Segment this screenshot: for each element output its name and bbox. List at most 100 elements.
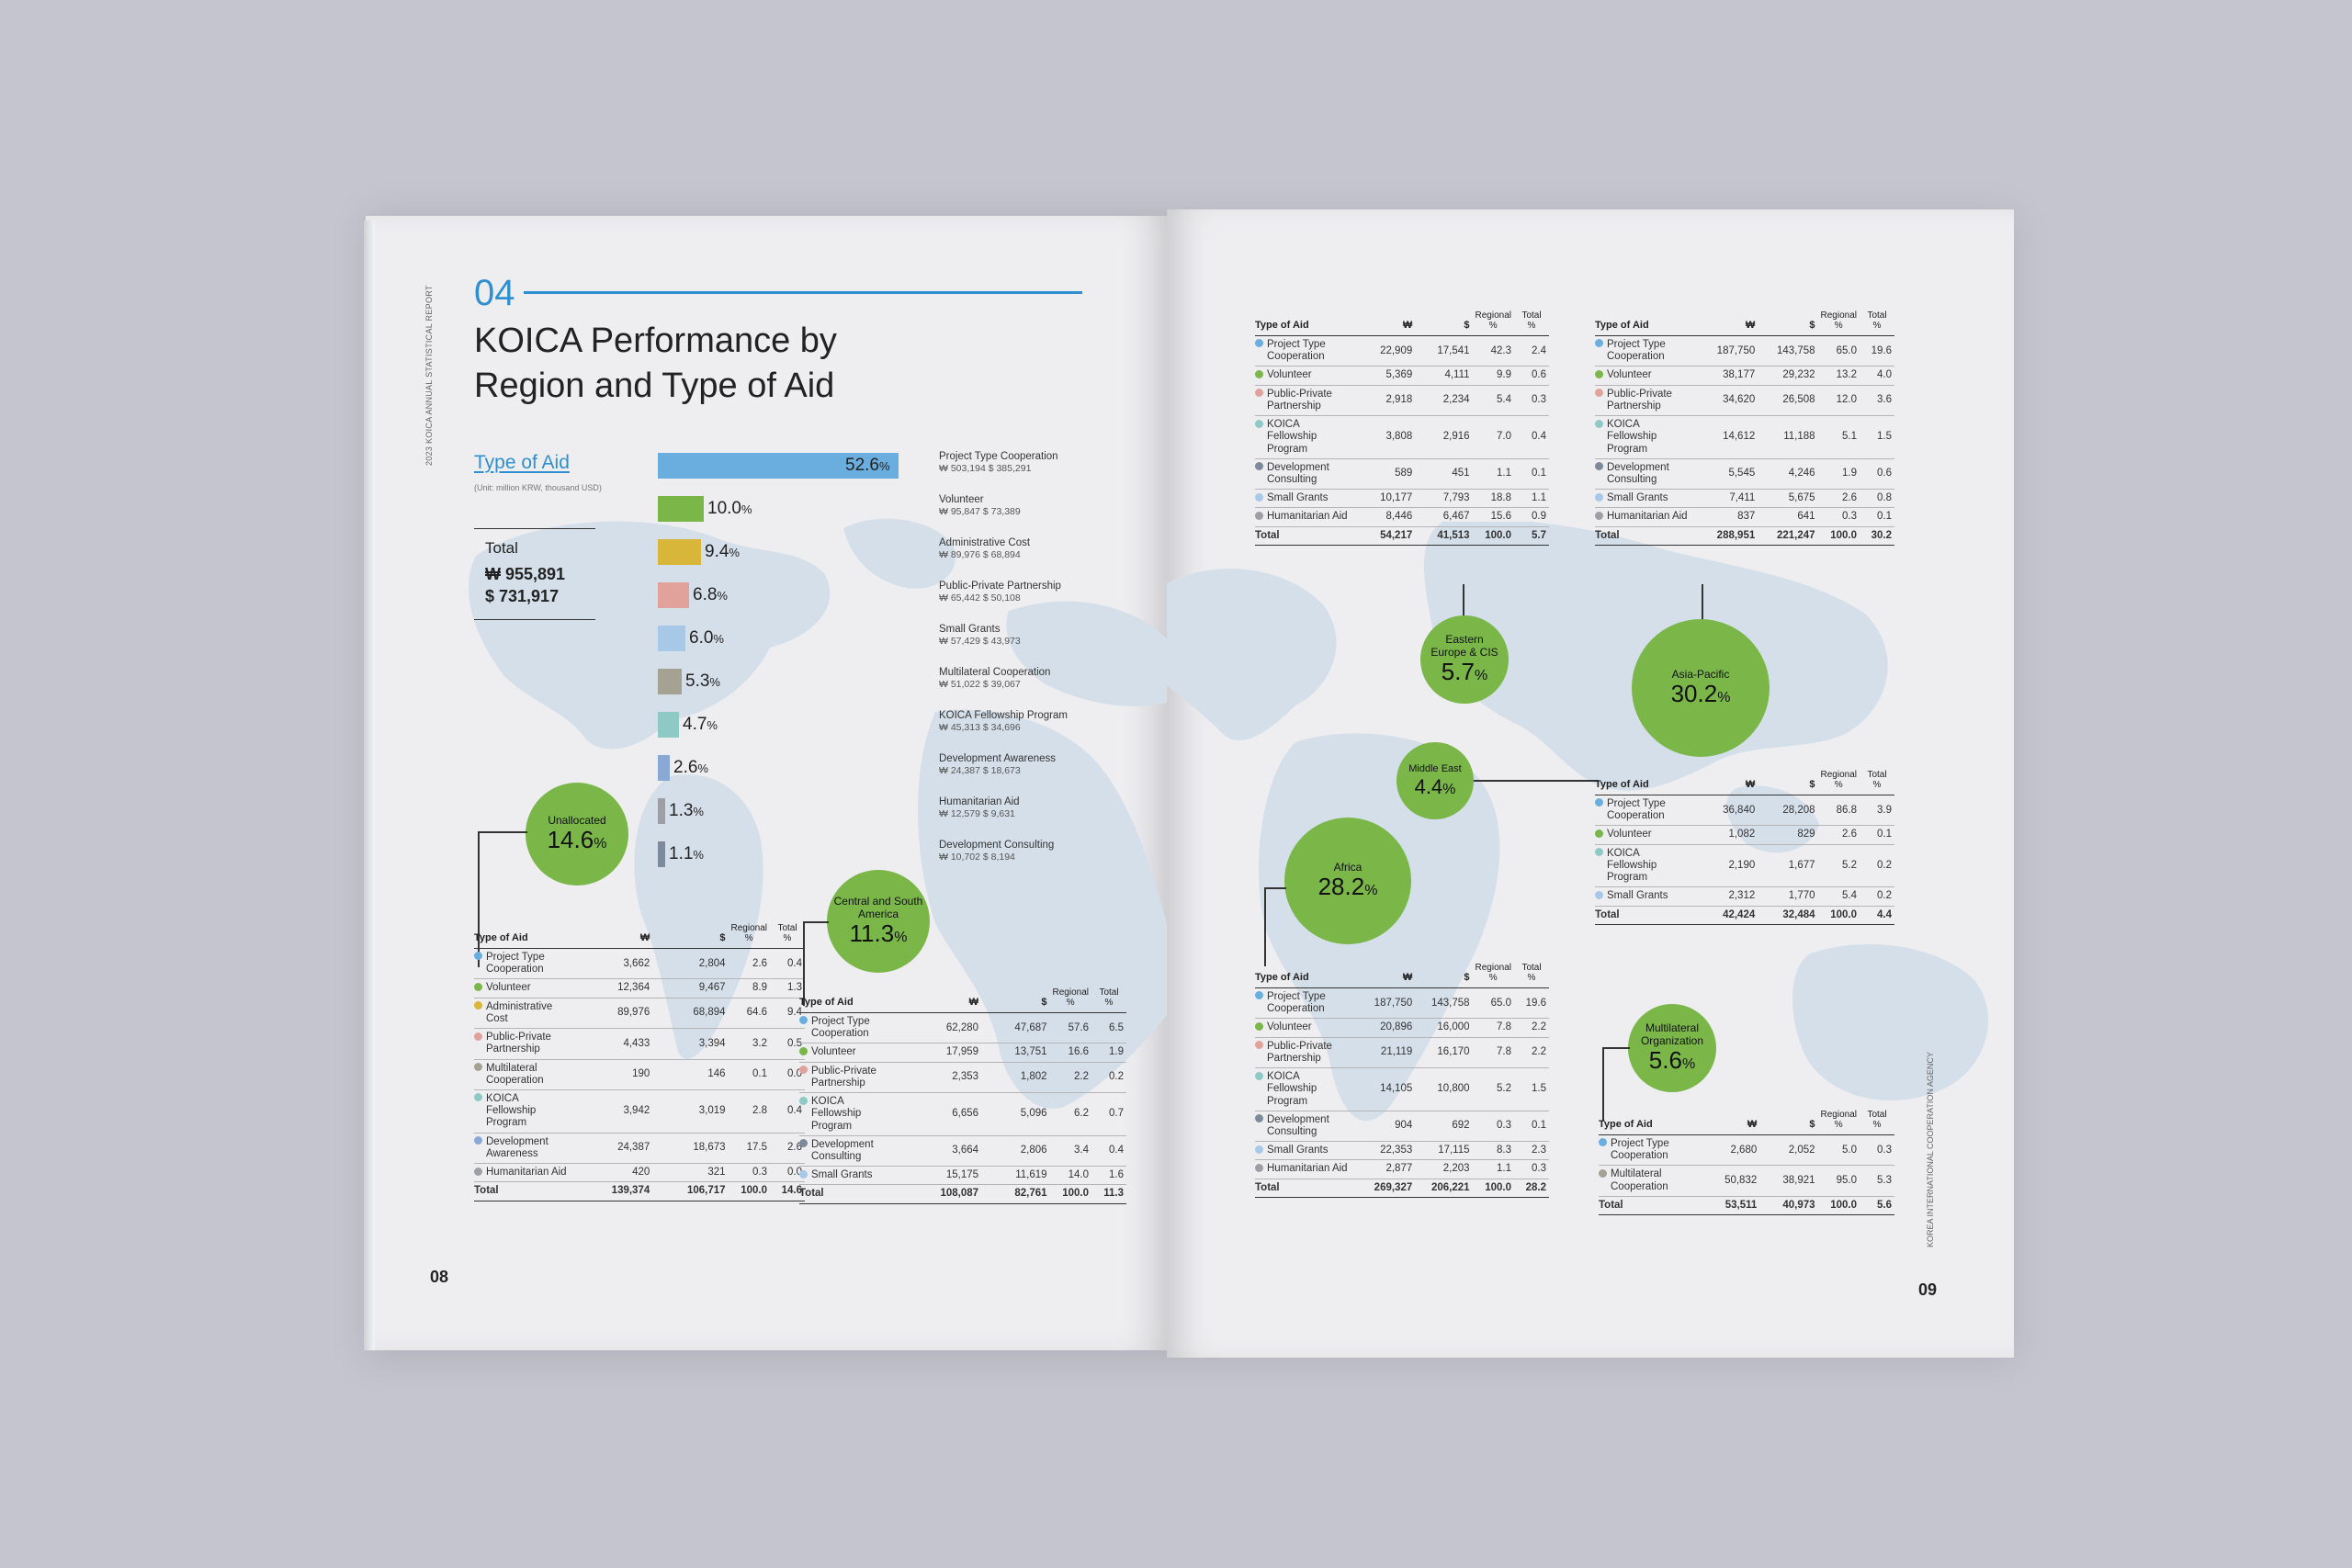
total-regional: 100.0 — [1817, 526, 1860, 546]
row-total: 0.9 — [1514, 507, 1549, 527]
legend-amount: ₩ 24,387 $ 18,673 — [939, 765, 1021, 776]
row-label: Small Grants — [1267, 1145, 1329, 1156]
total-regional: 100.0 — [1049, 1184, 1091, 1204]
row-regional: 3.4 — [1049, 1135, 1091, 1168]
row-color-dot — [474, 982, 482, 991]
row-color-dot — [1255, 369, 1263, 378]
legend-name: Small Grants — [939, 624, 1001, 635]
row-color-dot — [799, 1066, 808, 1075]
region-bubble-unalloc: Unallocated 14.6% — [526, 783, 628, 886]
type-of-aid-bar-chart: 52.6% Project Type Cooperation ₩ 503,194 $… — [366, 216, 1167, 877]
row-regional: 8.3 — [1472, 1141, 1514, 1161]
row-regional: 18.8 — [1472, 489, 1514, 509]
table-row: Public-Private Partnership 4,433 3,394 3.2 0… — [474, 1028, 805, 1060]
legend-item: Public-Private Partnership ₩ 65,442 $ 50,… — [939, 581, 1141, 604]
table-row: Project Type Cooperation 3,662 2,804 2.6 0.4 — [474, 948, 805, 980]
table-header-type: Type of Aid — [474, 923, 577, 949]
table-header-total: Total % — [1514, 963, 1549, 988]
table-row: Small Grants 10,177 7,793 18.8 1.1 — [1255, 489, 1549, 509]
row-krw: 904 — [1358, 1111, 1416, 1143]
table-row: Project Type Cooperation 187,750 143,758 65… — [1255, 987, 1549, 1020]
legend-name: Development Consulting — [939, 840, 1055, 851]
table-row: Small Grants 7,411 5,675 2.6 0.8 — [1595, 489, 1894, 509]
region-share: 5.6% — [1648, 1046, 1695, 1075]
region-bubble-csa: Central and South America 11.3% — [827, 870, 930, 973]
row-total: 0.1 — [1514, 458, 1549, 491]
bar-1 — [658, 453, 899, 479]
row-usd: 692 — [1415, 1111, 1473, 1143]
row-color-dot — [1255, 511, 1263, 520]
row-label: Volunteer — [1607, 369, 1652, 381]
region-name: Africa — [1333, 860, 1363, 874]
table-row: Public-Private Partnership 34,620 26,508 12… — [1595, 385, 1894, 417]
row-total: 0.2 — [1091, 1062, 1126, 1094]
table-header-krw: ₩ — [1698, 770, 1758, 795]
legend-item: Humanitarian Aid ₩ 12,579 $ 9,631 — [939, 796, 1141, 819]
row-usd: 143,758 — [1758, 335, 1818, 367]
table-total-row: Total 269,327 206,221 100.0 28.2 — [1255, 1179, 1549, 1198]
legend-name: Multilateral Cooperation — [939, 667, 1051, 678]
bar-value-number: 10.0 — [707, 499, 741, 518]
total-total: 11.3 — [1091, 1184, 1126, 1204]
row-krw: 3,664 — [902, 1135, 982, 1168]
row-usd: 641 — [1758, 507, 1818, 527]
row-regional: 12.0 — [1817, 385, 1860, 417]
row-krw: 50,832 — [1702, 1165, 1760, 1197]
row-krw: 2,190 — [1698, 844, 1758, 888]
row-usd: 4,246 — [1758, 458, 1818, 491]
row-total: 3.6 — [1860, 385, 1894, 417]
table-row: Multilateral Cooperation 190 146 0.1 0.0 — [474, 1059, 805, 1090]
total-regional: 100.0 — [1472, 1179, 1514, 1198]
row-krw: 190 — [577, 1059, 653, 1090]
bar-value-number: 6.8 — [693, 585, 718, 604]
table-row: Administrative Cost 89,976 68,894 64.6 9.4 — [474, 998, 805, 1030]
row-label-cell: Humanitarian Aid — [1595, 507, 1698, 527]
connector-line — [1702, 584, 1703, 625]
connector-line — [1463, 584, 1464, 619]
row-color-dot — [1599, 1168, 1607, 1178]
row-label-cell: Humanitarian Aid — [1255, 507, 1358, 527]
row-total: 0.3 — [1514, 1159, 1549, 1179]
row-krw: 2,312 — [1698, 886, 1758, 907]
table-header-usd: $ — [1759, 1110, 1818, 1135]
row-total: 0.4 — [770, 1089, 805, 1134]
row-krw: 837 — [1698, 507, 1758, 527]
left-region-layer: Unallocated 14.6% Type of Aid ₩ $ Regional % T… — [366, 216, 1167, 1350]
table-row: Volunteer 12,364 9,467 8.9 1.3 — [474, 978, 805, 998]
row-color-dot — [474, 1063, 482, 1071]
bar-value-label: 9.4% — [705, 542, 740, 562]
grand-total-box: Total ₩ 955,891 $ 731,917 — [474, 528, 595, 620]
table-row: Volunteer 38,177 29,232 13.2 4.0 — [1595, 366, 1894, 386]
legend-amount: ₩ 57,429 $ 43,973 — [939, 636, 1021, 647]
row-regional: 5.4 — [1472, 385, 1514, 417]
row-color-dot — [1255, 1163, 1263, 1172]
row-usd: 9,467 — [652, 978, 729, 998]
row-color-dot — [1595, 492, 1603, 502]
table-row: Public-Private Partnership 2,353 1,802 2.2 0… — [799, 1062, 1126, 1094]
section-number: 04 — [474, 273, 515, 313]
row-krw: 187,750 — [1698, 335, 1758, 367]
legend-amount: ₩ 503,194 $ 385,291 — [939, 463, 1032, 474]
legend-item: Project Type Cooperation ₩ 503,194 $ 385,… — [939, 451, 1141, 474]
row-color-dot — [1255, 1041, 1263, 1050]
row-label: Volunteer — [486, 982, 531, 994]
total-krw: 53,511 — [1702, 1196, 1760, 1216]
region-share-value: 5.6 — [1648, 1046, 1682, 1075]
table-total-row: Total 288,951 221,247 100.0 30.2 — [1595, 526, 1894, 546]
table-row: Small Grants 2,312 1,770 5.4 0.2 — [1595, 886, 1894, 907]
row-usd: 5,096 — [981, 1092, 1050, 1136]
row-label-cell: KOICA Fellowship Program — [799, 1092, 902, 1136]
aid-table-eecis: Type of Aid ₩ $ Regional % Total % Project Ty… — [1255, 310, 1549, 546]
total-krw: 42,424 — [1698, 906, 1758, 925]
row-label: Development Consulting — [811, 1138, 874, 1162]
bar-6 — [658, 669, 682, 694]
row-regional: 65.0 — [1472, 987, 1514, 1020]
row-label-cell: KOICA Fellowship Program — [1255, 415, 1358, 459]
row-regional: 1.1 — [1472, 458, 1514, 491]
row-color-dot — [799, 1096, 808, 1105]
bar-3 — [658, 539, 701, 565]
row-total: 1.1 — [1514, 489, 1549, 509]
table-header-type: Type of Aid — [1595, 770, 1698, 795]
right-region-layer: Type of Aid ₩ $ Regional % Total % Project Ty… — [1167, 209, 2014, 1358]
row-regional: 64.6 — [728, 998, 770, 1030]
